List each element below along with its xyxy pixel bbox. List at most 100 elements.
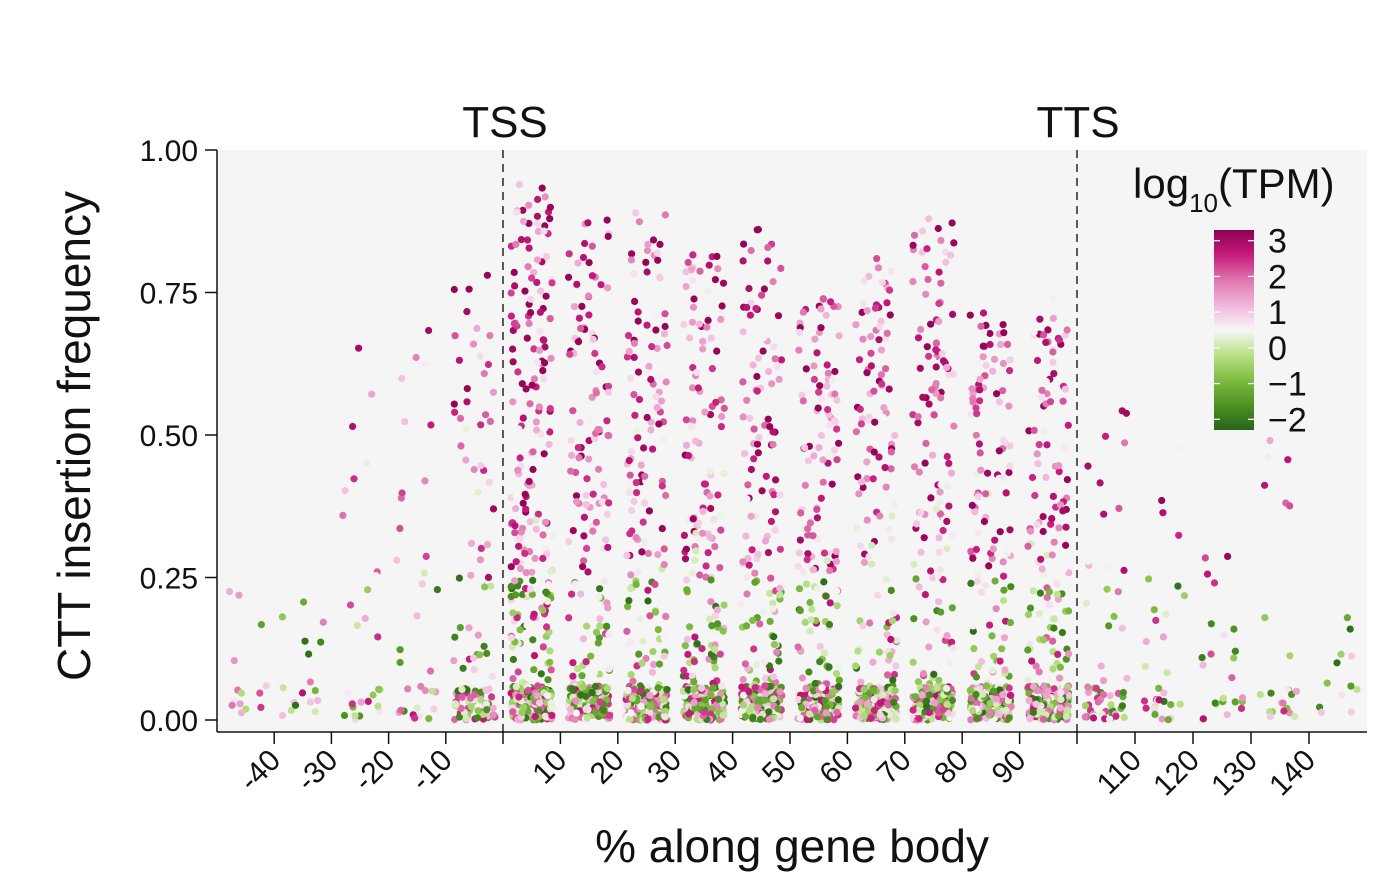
- data-point: [541, 343, 549, 351]
- data-point: [1230, 625, 1238, 633]
- data-point: [990, 355, 999, 363]
- data-point: [661, 310, 669, 318]
- data-point: [1145, 575, 1153, 583]
- data-point: [887, 267, 895, 275]
- data-point: [528, 568, 536, 576]
- data-point: [713, 347, 721, 355]
- data-point: [874, 591, 882, 599]
- data-point: [1005, 468, 1013, 477]
- data-point: [690, 658, 699, 666]
- data-point: [591, 349, 599, 358]
- data-point: [644, 586, 652, 594]
- data-point: [682, 268, 690, 276]
- data-point: [533, 220, 541, 228]
- data-point: [603, 510, 611, 518]
- data-point: [514, 668, 522, 676]
- data-point: [660, 545, 668, 553]
- data-point: [489, 388, 497, 396]
- data-point: [404, 685, 412, 693]
- data-point: [545, 440, 553, 448]
- data-point: [764, 415, 772, 423]
- data-point: [831, 367, 839, 376]
- data-point: [364, 697, 372, 706]
- data-point: [1317, 708, 1325, 717]
- data-point: [815, 388, 823, 396]
- data-point: [546, 203, 555, 211]
- data-point: [314, 696, 322, 705]
- data-point: [822, 311, 830, 319]
- data-point: [691, 437, 700, 445]
- data-point: [393, 556, 401, 564]
- data-point: [798, 499, 807, 507]
- data-point: [340, 711, 349, 720]
- data-point: [489, 711, 497, 719]
- data-point: [819, 295, 827, 303]
- data-point: [829, 688, 837, 696]
- data-point: [751, 569, 759, 577]
- data-point: [1037, 555, 1045, 563]
- data-point: [876, 711, 884, 719]
- data-point: [989, 545, 997, 553]
- data-point: [711, 543, 719, 551]
- data-point: [980, 517, 989, 526]
- data-point: [811, 679, 819, 688]
- data-point: [769, 278, 777, 286]
- data-point: [602, 536, 610, 544]
- data-point: [542, 253, 551, 261]
- data-point: [828, 480, 836, 488]
- data-point: [813, 349, 821, 357]
- data-point: [745, 688, 753, 696]
- data-point: [946, 659, 954, 667]
- data-point: [689, 251, 697, 259]
- data-point: [1160, 689, 1168, 697]
- data-point: [833, 602, 841, 610]
- data-point: [917, 325, 925, 333]
- data-point: [928, 451, 937, 459]
- data-point: [512, 683, 520, 691]
- data-point: [1180, 592, 1188, 600]
- data-point: [823, 715, 831, 723]
- data-point: [313, 668, 321, 676]
- data-point: [1028, 473, 1037, 482]
- data-point: [489, 505, 498, 513]
- data-point: [349, 422, 357, 431]
- data-point: [969, 622, 977, 630]
- data-point: [544, 676, 552, 684]
- data-point: [473, 714, 481, 722]
- data-point: [870, 695, 878, 704]
- data-point: [979, 353, 987, 361]
- data-point: [795, 346, 803, 354]
- data-point: [509, 675, 517, 683]
- data-point: [1118, 702, 1126, 710]
- x-axis-title: % along gene body: [595, 820, 989, 872]
- data-point: [1118, 624, 1126, 632]
- data-point: [689, 303, 698, 311]
- data-point: [755, 696, 763, 704]
- y-axis-title: CTT insertion frequency: [48, 191, 100, 681]
- data-point: [891, 431, 899, 440]
- data-point: [875, 648, 884, 656]
- data-point: [518, 708, 526, 716]
- data-point: [979, 309, 988, 317]
- data-point: [1049, 358, 1057, 366]
- data-point: [699, 345, 707, 353]
- data-point: [882, 365, 890, 373]
- data-point: [524, 686, 532, 695]
- data-point: [534, 510, 543, 518]
- data-point: [469, 340, 478, 348]
- data-point: [688, 672, 696, 680]
- data-point: [795, 696, 803, 704]
- x-tick-label: 10: [526, 744, 573, 791]
- data-point: [932, 363, 940, 371]
- data-point: [368, 390, 376, 398]
- data-point: [510, 268, 518, 276]
- data-point: [1059, 565, 1068, 574]
- data-point: [863, 475, 871, 483]
- data-point: [512, 208, 521, 216]
- data-point: [544, 597, 552, 606]
- data-point: [532, 516, 540, 524]
- data-point: [1348, 699, 1356, 707]
- data-point: [467, 571, 475, 579]
- data-point: [1084, 462, 1092, 470]
- data-point: [1049, 492, 1057, 500]
